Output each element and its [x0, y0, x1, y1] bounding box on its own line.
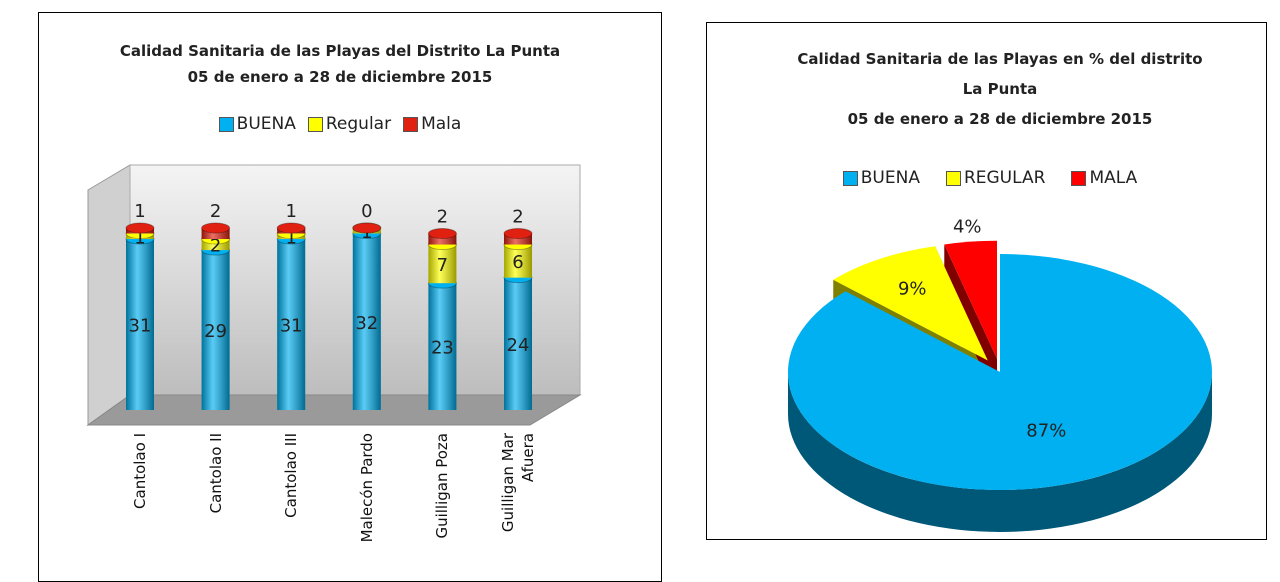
bar-shading: [428, 244, 457, 284]
legend-label: MALA: [1089, 168, 1138, 188]
data-label: 87%: [1026, 421, 1066, 442]
segment-cap: [427, 228, 457, 240]
legend-swatch: [218, 116, 234, 132]
x-tick-label: Cantolao II: [194, 433, 238, 543]
category-text: Cantolao I: [131, 433, 149, 509]
pie-slice: [788, 254, 1213, 490]
bar-shading: [201, 250, 230, 410]
data-label: 0: [361, 201, 372, 222]
x-tick-label: Guilligan Mar Afuera: [496, 433, 540, 543]
bar-shading: [428, 283, 457, 410]
bar-shading: [504, 244, 532, 278]
bar-shading: [126, 239, 154, 410]
legend-swatch: [842, 170, 858, 186]
legend-item: Mala: [403, 114, 461, 134]
bar-shading: [201, 239, 230, 251]
segment-cap: [352, 222, 382, 234]
slice-wall: [944, 244, 997, 401]
legend-swatch: [945, 170, 961, 186]
category-text: Guilligan Poza: [433, 433, 452, 539]
legend-label: BUENA: [860, 168, 920, 188]
category-text: Malecón Pardo: [357, 433, 376, 543]
segment-cap: [201, 222, 231, 234]
pie-slice: [833, 246, 988, 361]
segment-cap: [276, 222, 306, 234]
x-tick-label: Malecón Pardo: [345, 433, 389, 543]
bar-shading: [504, 277, 532, 410]
legend: BUENA Regular Mala: [60, 114, 620, 134]
legend-label: Regular: [325, 114, 392, 134]
legend-item: BUENA: [218, 114, 296, 134]
category-text: Guilligan Mar Afuera: [499, 433, 537, 533]
chart-title: Calidad Sanitaria de las Playas del Dist…: [119, 42, 561, 60]
legend-label: Mala: [421, 114, 462, 134]
data-label: 1: [134, 227, 145, 248]
data-label: 2: [437, 207, 448, 228]
segment-cap: [503, 228, 533, 240]
data-label: 4%: [953, 217, 982, 238]
data-label: 1: [285, 227, 296, 248]
data-label: 31: [129, 316, 152, 337]
data-label: 2: [210, 236, 221, 257]
data-label: 1: [134, 201, 145, 222]
data-label: 9%: [898, 278, 927, 299]
data-label: 1: [285, 201, 296, 222]
side-wall: [87, 164, 131, 426]
legend-swatch: [403, 116, 419, 132]
legend-item: Regular: [307, 114, 392, 134]
category-text: Cantolao II: [206, 433, 225, 514]
data-label: 23: [431, 338, 454, 359]
bar-shading: [352, 233, 381, 410]
legend-swatch: [307, 116, 323, 132]
bar-shading: [277, 239, 306, 410]
data-label: 32: [355, 313, 378, 334]
x-tick-label: Cantolao I: [118, 433, 162, 543]
data-label: 6: [512, 252, 523, 273]
legend-swatch: [1071, 170, 1087, 186]
legend-label: BUENA: [236, 114, 296, 134]
legend-item: REGULAR: [945, 168, 1046, 188]
data-label: 24: [507, 335, 530, 356]
bar-shading: [504, 233, 532, 245]
data-label: 2: [512, 207, 523, 228]
bar-shading: [428, 233, 457, 245]
data-label: 29: [204, 321, 227, 342]
x-tick-label: Cantolao III: [269, 433, 313, 543]
legend: BUENA REGULAR MALA: [720, 168, 1260, 188]
pie-slice: [944, 240, 997, 359]
category-text: Cantolao III: [282, 433, 301, 518]
pie-panel: [706, 22, 1267, 540]
bar-shading: [201, 228, 230, 240]
legend-item: BUENA: [842, 168, 920, 188]
data-label: 2: [210, 201, 221, 222]
chart-title: Calidad Sanitaria de las Playas en % del…: [797, 50, 1203, 98]
legend-item: MALA: [1071, 168, 1137, 188]
data-label: 7: [437, 255, 448, 276]
x-tick-label: Guilligan Poza: [420, 433, 464, 543]
chart-subtitle: 05 de enero a 28 de diciembre 2015: [187, 68, 493, 86]
legend-label: REGULAR: [963, 168, 1046, 188]
segment-cap: [125, 222, 155, 234]
slice-side: [788, 372, 1212, 532]
chart-subtitle: 05 de enero a 28 de diciembre 2015: [847, 110, 1153, 128]
data-label: 31: [280, 316, 303, 337]
